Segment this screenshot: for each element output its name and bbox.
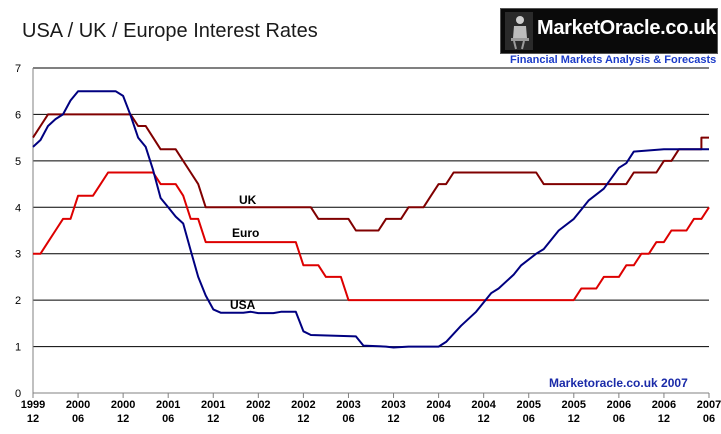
x-tick-month: 06: [72, 413, 84, 425]
x-tick-year: 2006: [607, 399, 631, 411]
gridlines: [33, 67, 709, 348]
x-tick-month: 12: [387, 413, 399, 425]
x-tick-month: 06: [432, 413, 444, 425]
x-tick-month: 12: [27, 413, 39, 425]
x-tick-year: 2001: [201, 399, 225, 411]
oracle-figure-icon: [505, 12, 533, 50]
y-tick-label: 0: [15, 388, 21, 400]
chart-title: USA / UK / Europe Interest Rates: [22, 20, 318, 42]
x-tick-month: 12: [478, 413, 490, 425]
site-logo[interactable]: MarketOracle.co.uk: [500, 8, 718, 54]
x-tick-month: 06: [342, 413, 354, 425]
series-line-euro: [33, 171, 710, 302]
y-tick-label: 3: [15, 249, 21, 261]
x-tick-year: 2000: [111, 399, 135, 411]
tick-labels: 0123456719991220000620001220010620011220…: [15, 63, 721, 425]
x-tick-month: 06: [523, 413, 535, 425]
axes: [32, 68, 710, 398]
x-tick-year: 2000: [66, 399, 90, 411]
x-tick-year: 2004: [471, 399, 496, 411]
series-lines: [32, 90, 710, 349]
x-tick-month: 12: [568, 413, 580, 425]
x-tick-year: 2006: [652, 399, 676, 411]
x-tick-year: 2004: [426, 399, 451, 411]
x-tick-year: 2002: [291, 399, 315, 411]
y-tick-label: 7: [15, 63, 21, 75]
y-tick-label: 1: [15, 342, 21, 354]
x-tick-year: 2007: [697, 399, 721, 411]
x-tick-month: 12: [117, 413, 129, 425]
x-tick-month: 06: [162, 413, 174, 425]
x-tick-year: 1999: [21, 399, 45, 411]
footer-credit: Marketoracle.co.uk 2007: [549, 376, 688, 390]
series-line-uk: [32, 113, 709, 232]
x-tick-month: 12: [207, 413, 219, 425]
logo-name: MarketOracle.co.uk: [537, 17, 717, 39]
series-label-uk: UK: [239, 193, 257, 207]
x-tick-month: 06: [613, 413, 625, 425]
series-label-usa: USA: [230, 298, 256, 312]
x-tick-month: 06: [252, 413, 264, 425]
series-label-euro: Euro: [232, 226, 260, 240]
y-tick-label: 2: [15, 295, 21, 307]
series-line-usa: [32, 90, 709, 349]
x-tick-year: 2005: [516, 399, 540, 411]
y-tick-label: 5: [15, 156, 21, 168]
x-tick-year: 2002: [246, 399, 270, 411]
logo-tagline: Financial Markets Analysis & Forecasts: [510, 54, 717, 66]
x-tick-year: 2003: [381, 399, 405, 411]
x-tick-month: 06: [703, 413, 715, 425]
y-tick-label: 4: [15, 202, 21, 214]
x-tick-year: 2003: [336, 399, 360, 411]
x-tick-month: 12: [297, 413, 309, 425]
x-tick-year: 2005: [562, 399, 586, 411]
x-tick-month: 12: [658, 413, 670, 425]
x-tick-year: 2001: [156, 399, 180, 411]
y-tick-label: 6: [15, 109, 21, 121]
